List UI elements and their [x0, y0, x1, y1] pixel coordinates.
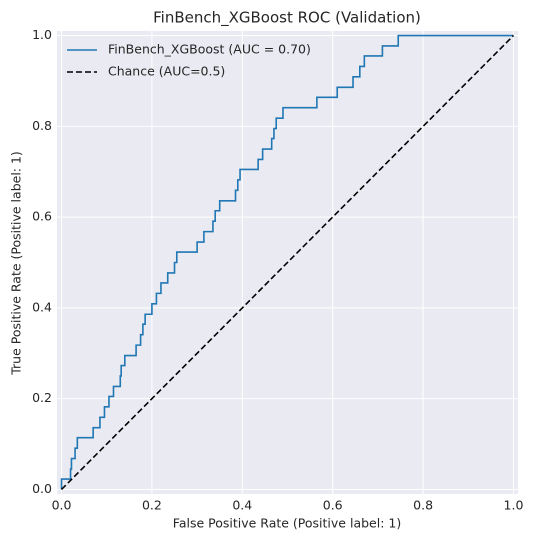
x-axis-label: False Positive Rate (Positive label: 1) [173, 516, 401, 531]
legend-label: Chance (AUC=0.5) [108, 64, 225, 79]
y-tick-label: 0.2 [32, 390, 52, 405]
roc-line [60, 34, 514, 490]
y-axis-label: True Positive Rate (Positive label: 1) [9, 151, 24, 376]
x-tick-label: 0.0 [52, 498, 72, 513]
y-tick-label: 0.8 [32, 118, 52, 133]
x-tick-label: 0.4 [232, 498, 252, 513]
y-tick-label: 0.0 [32, 481, 52, 496]
x-tick-label: 0.8 [413, 498, 433, 513]
legend-label: FinBench_XGBoost (AUC = 0.70) [108, 42, 311, 57]
y-tick-label: 0.6 [32, 209, 52, 224]
y-tick-label: 0.4 [32, 299, 52, 314]
y-tick-label: 1.0 [32, 27, 52, 42]
x-tick-label: 0.2 [142, 498, 162, 513]
x-tick-label: 1.0 [504, 498, 524, 513]
chart-title: FinBench_XGBoost ROC (Validation) [153, 9, 421, 28]
x-tick-label: 0.6 [323, 498, 343, 513]
roc-line [60, 34, 515, 491]
